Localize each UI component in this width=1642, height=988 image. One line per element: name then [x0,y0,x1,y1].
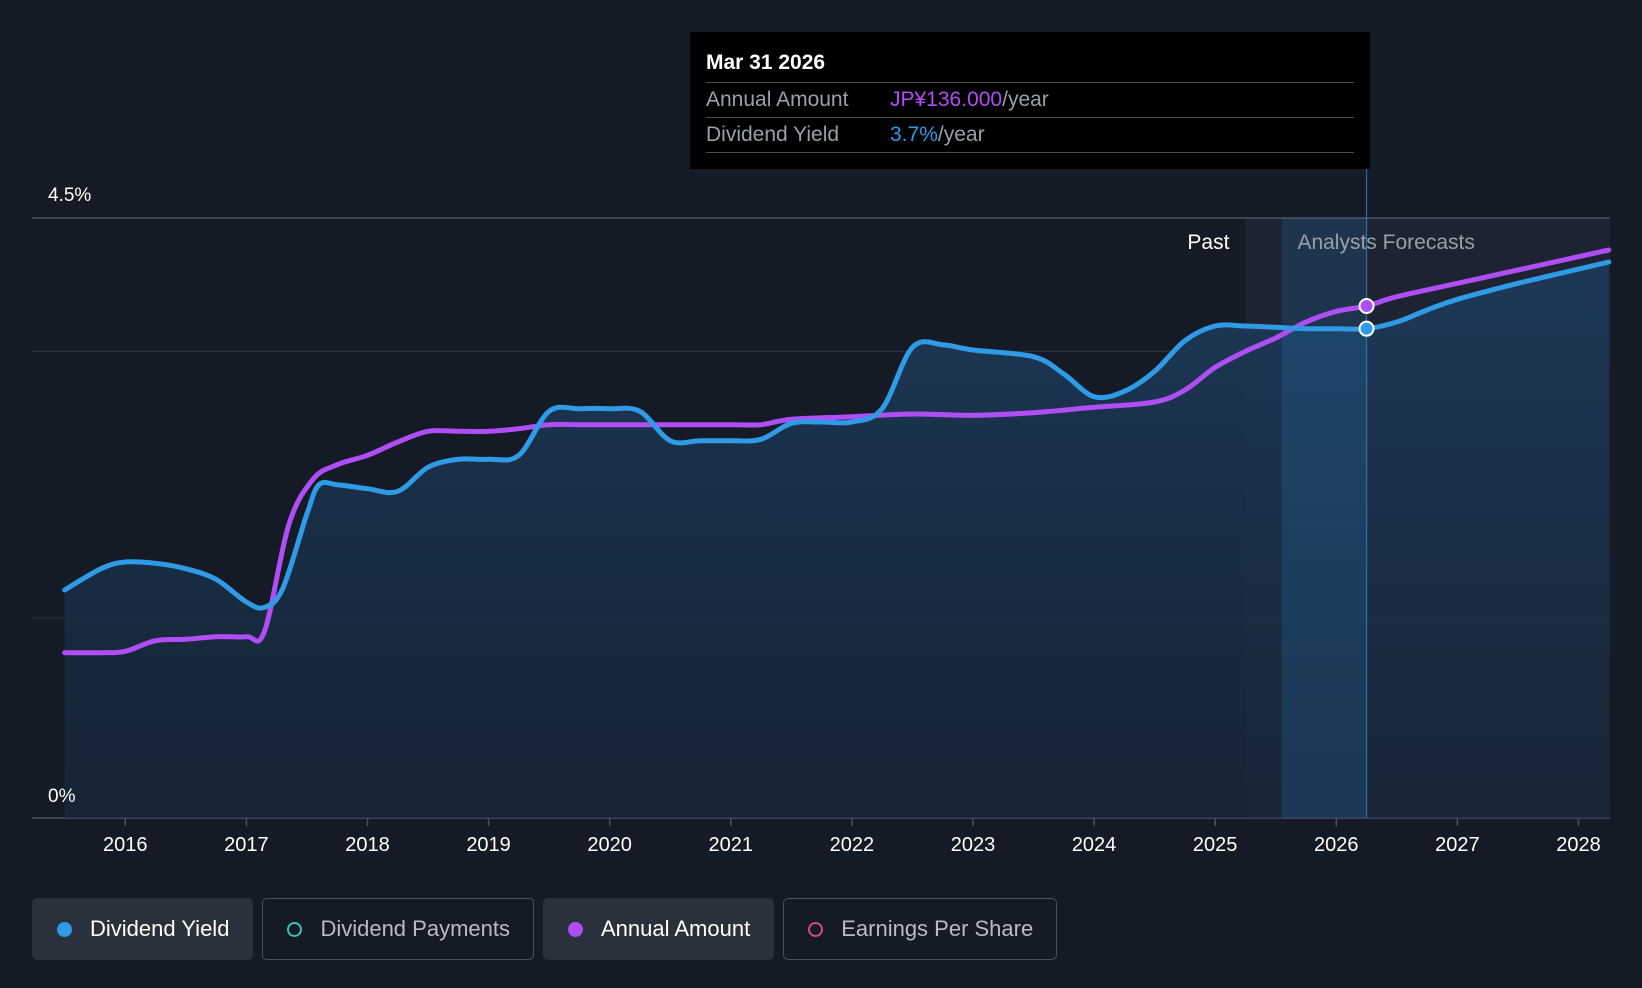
legend-dividend-payments[interactable]: Dividend Payments [262,898,534,960]
annual-amount-line [62,247,1612,656]
legend-label: Annual Amount [600,916,751,941]
tooltip-value: JP¥136.000 [890,88,1003,111]
legend-label: Dividend Payments [320,916,510,941]
annual-amount-dot-icon [567,921,583,937]
dividend-yield-line [62,259,1612,611]
x-tick-label: 2024 [1072,834,1117,856]
x-tick-label: 2026 [1314,834,1359,856]
x-tick-label: 2022 [830,834,875,856]
legend-dividend-yield[interactable]: Dividend Yield [32,898,254,960]
x-tick-label: 2018 [345,834,390,856]
x-tick-label: 2019 [466,834,511,856]
legend-earnings-per-share[interactable]: Earnings Per Share [783,898,1058,960]
dividend-yield-marker [1358,320,1375,337]
tooltip-suffix: /year [937,123,985,146]
x-axis: 2016 2017 2018 2019 2020 2021 2022 2023 2024 2025… [103,818,1601,856]
legend-annual-amount[interactable]: Annual Amount [542,898,775,960]
tooltip: Mar 31 2026 Annual Amount JP¥136.000 /ye… [690,32,1370,169]
legend-label: Earnings Per Share [841,916,1034,941]
x-tick-label: 2023 [951,834,996,856]
legend-label: Dividend Yield [90,916,230,941]
tooltip-date: Mar 31 2026 [706,46,1354,83]
x-tick-label: 2017 [224,834,269,856]
tooltip-value: 3.7% [890,123,938,146]
forecast-label: Analysts Forecasts [1297,231,1474,254]
dividend-payments-ring-icon [287,921,303,937]
x-tick-label: 2028 [1556,834,1601,856]
annual-amount-marker [1358,298,1375,314]
tooltip-row-annual-amount: Annual Amount JP¥136.000 /year [706,83,1354,118]
tooltip-label: Annual Amount [706,88,849,111]
dividend-yield-dot-icon [57,921,72,937]
tooltip-label: Dividend Yield [706,123,840,146]
y-tick-label-top: 4.5% [48,185,91,206]
y-tick-label-bottom: 0% [48,786,76,807]
past-label: Past [1187,231,1229,254]
dividend-yield-area [64,262,1609,818]
x-tick-label: 2025 [1193,834,1238,856]
tooltip-row-dividend-yield: Dividend Yield 3.7% /year [706,118,1354,153]
tooltip-suffix: /year [1002,88,1049,111]
legend: Dividend Yield Dividend Payments Annual … [32,898,1058,960]
x-tick-label: 2021 [709,834,754,856]
highlight-band [1281,218,1367,818]
x-tick-label: 2020 [587,834,632,856]
x-tick-label: 2016 [103,834,148,856]
earnings-per-share-ring-icon [808,921,824,937]
x-tick-label: 2027 [1435,834,1480,856]
